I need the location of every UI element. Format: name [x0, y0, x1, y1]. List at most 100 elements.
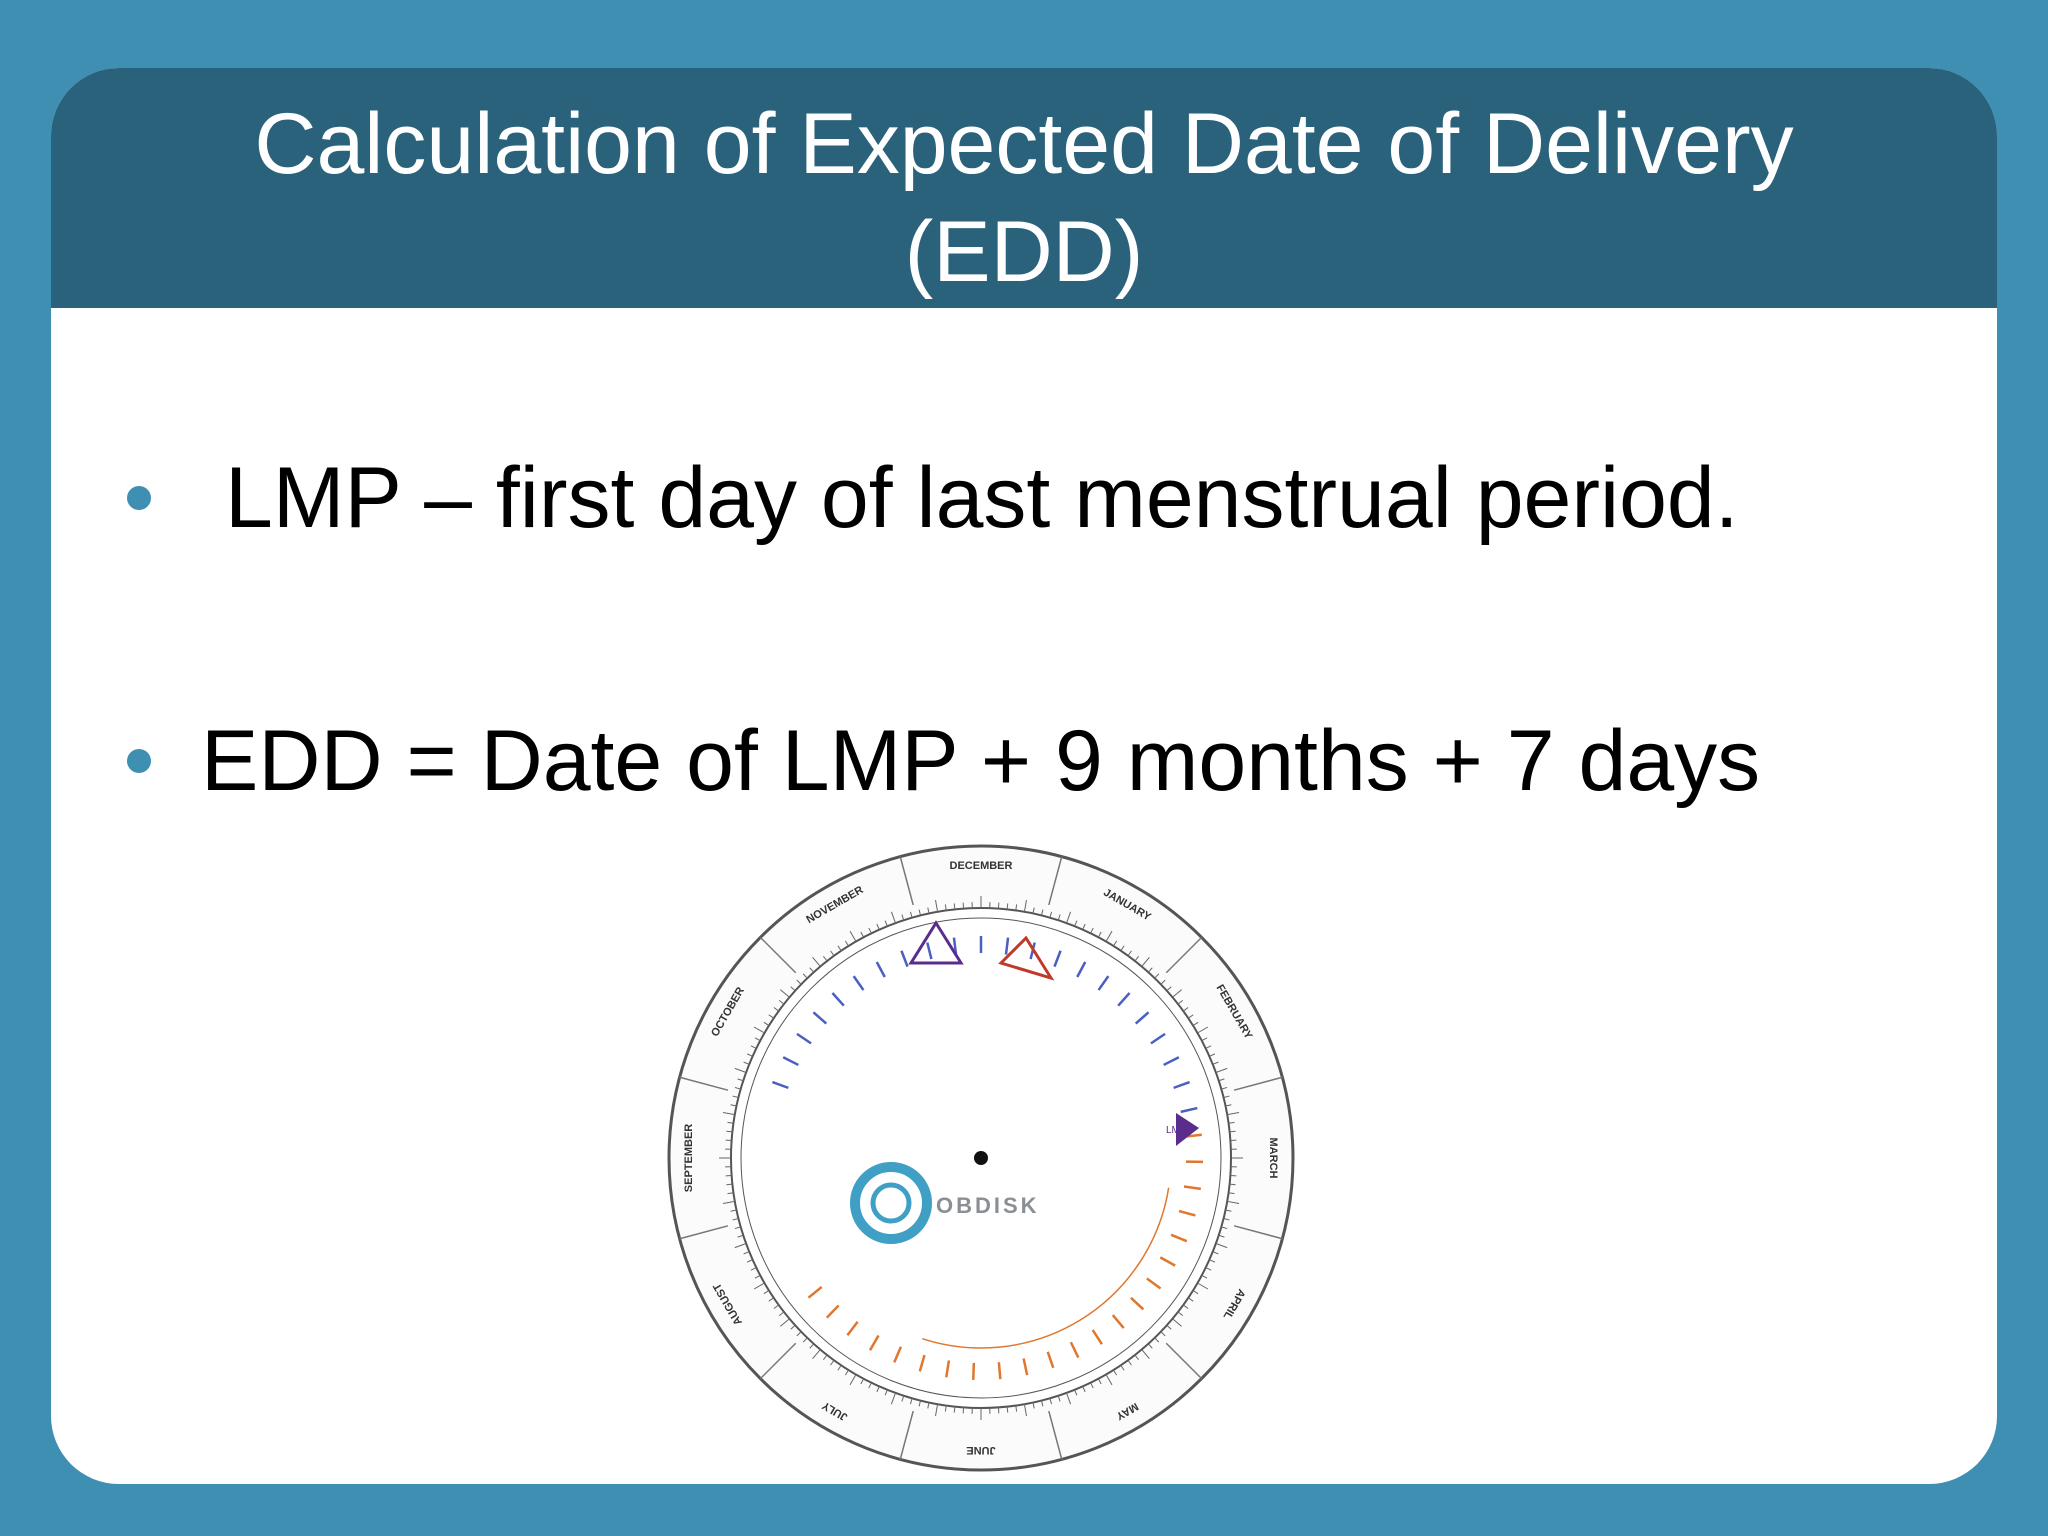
wheel-tick: [1090, 1382, 1094, 1389]
wheel-tick: [1082, 1386, 1086, 1393]
wheel-tick: [722, 1112, 735, 1116]
triangle-marker-icon: [1176, 1113, 1199, 1146]
wheel-tick: [779, 1318, 790, 1327]
wheel-tick: [750, 1267, 757, 1271]
week-tick: [1163, 1056, 1180, 1067]
wheel-tick: [935, 899, 939, 912]
wheel-tick: [746, 1259, 753, 1263]
wheel-tick: [743, 1061, 750, 1065]
wheel-tick: [1218, 1234, 1225, 1238]
wheel-tick: [837, 945, 842, 952]
bullet-dot-icon: [127, 749, 151, 773]
wheel-tick: [918, 1400, 922, 1407]
wheel-tick: [1187, 1014, 1194, 1019]
wheel-tick: [1134, 1354, 1140, 1361]
wheel-tick: [1201, 1037, 1208, 1042]
wheel-tick: [812, 1349, 821, 1360]
week-tick: [1069, 1341, 1080, 1359]
wheel-tick: [1049, 1398, 1053, 1405]
week-tick: [1097, 975, 1110, 991]
wheel-tick: [1227, 1200, 1240, 1204]
wheel-tick: [1218, 1078, 1225, 1082]
wheel-tick: [1212, 1251, 1219, 1255]
week-tick: [918, 1354, 926, 1372]
wheel-tick: [734, 1086, 741, 1090]
wheel-tick: [1127, 1359, 1132, 1366]
wheel-tick: [837, 1364, 842, 1371]
wheel-tick: [790, 1324, 796, 1330]
wheel-tick: [754, 1037, 761, 1042]
wheel-tick: [1223, 1217, 1230, 1221]
wheel-tick: [734, 1226, 741, 1230]
wheel-tick: [726, 1130, 733, 1133]
week-tick: [782, 1056, 799, 1067]
bullet-dot-icon: [127, 486, 151, 510]
month-divider: [899, 856, 914, 906]
wheel-tick: [953, 903, 956, 910]
wheel-tick: [1197, 1026, 1209, 1034]
wheel-tick: [884, 920, 888, 927]
wheel-tick: [1160, 1331, 1166, 1337]
slide: Calculation of Expected Date of Delivery…: [51, 68, 1997, 1484]
wheel-tick: [935, 1404, 939, 1417]
wheel-tick: [1192, 1290, 1199, 1295]
week-tick: [1130, 1296, 1145, 1311]
month-divider: [759, 1342, 797, 1380]
wheel-tick: [1074, 1389, 1078, 1396]
slide-title-line1: Calculation of Expected Date of Delivery: [254, 96, 1794, 192]
month-divider: [899, 1410, 914, 1460]
wheel-tick: [754, 1274, 761, 1279]
wheel-tick: [1141, 956, 1150, 967]
wheel-tick: [1221, 1226, 1228, 1230]
orange-arc: [922, 1187, 1170, 1349]
wheel-tick: [1032, 907, 1035, 914]
week-tick: [1150, 1032, 1166, 1045]
wheel-tick: [1141, 1349, 1150, 1360]
wheel-tick: [746, 1053, 753, 1057]
week-tick: [1180, 1106, 1198, 1114]
wheel-tick: [1160, 979, 1166, 985]
wheel-tick: [890, 911, 896, 924]
wheel-tick: [730, 1209, 737, 1212]
wheel-tick: [1177, 1311, 1184, 1317]
week-tick: [1183, 1185, 1202, 1191]
wheel-tick: [868, 927, 872, 934]
week-tick: [1159, 1256, 1176, 1267]
wheel-tick: [822, 1354, 828, 1361]
week-tick: [1170, 1233, 1188, 1243]
wheel-tick: [1172, 1318, 1183, 1327]
month-divider: [1233, 1225, 1283, 1240]
wheel-tick: [796, 1331, 802, 1337]
wheel-tick: [750, 1045, 757, 1049]
week-tick: [1111, 1314, 1125, 1329]
wheel-tick: [802, 1337, 808, 1343]
week-tick: [1173, 1080, 1191, 1090]
week-tick: [825, 1304, 840, 1319]
week-tick: [831, 992, 845, 1007]
wheel-tick: [1113, 940, 1118, 947]
wheel-tick: [1147, 1343, 1153, 1349]
wheel-tick: [909, 911, 913, 918]
wheel-tick: [773, 1304, 780, 1309]
wheel-tick: [773, 1007, 780, 1012]
wheel-tick: [830, 950, 835, 957]
month-divider: [1048, 1410, 1063, 1460]
wheel-tick: [868, 1382, 872, 1389]
wheel-tick: [1015, 904, 1018, 911]
wheel-tick: [860, 1378, 865, 1385]
center-pin-icon: [974, 1151, 988, 1165]
wheel-tick: [1177, 999, 1184, 1005]
wheel-tick: [927, 907, 930, 914]
week-tick: [1178, 1209, 1196, 1217]
bullet-text: LMP – first day of last menstrual period…: [225, 450, 1739, 546]
wheel-tick: [743, 1251, 750, 1255]
wheel-tick: [1057, 914, 1061, 921]
wheel-tick: [734, 1243, 747, 1249]
wheel-tick: [953, 1406, 956, 1413]
wheel-tick: [1074, 920, 1078, 927]
wheel-tick: [1006, 1406, 1009, 1413]
wheel-tick: [779, 989, 790, 998]
wheel-tick: [1105, 1374, 1113, 1386]
month-divider: [679, 1076, 729, 1091]
week-tick: [875, 961, 886, 978]
